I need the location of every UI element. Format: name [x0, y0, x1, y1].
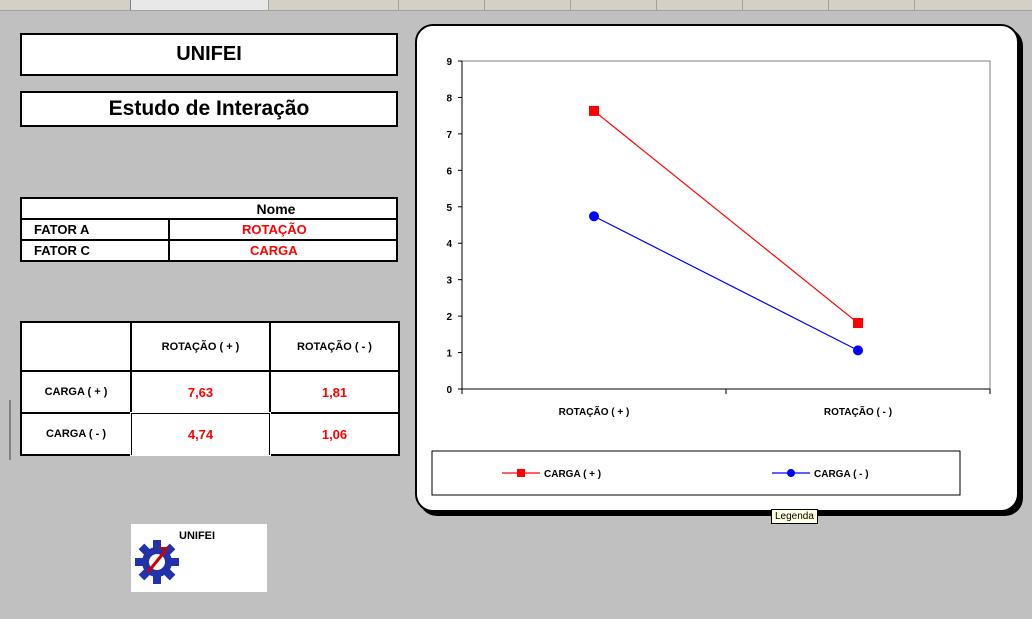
sheet-header-strip [0, 0, 1032, 11]
sheet-cell[interactable] [398, 0, 485, 10]
y-tick-label: 7 [446, 130, 452, 141]
gear-logo-icon [135, 540, 179, 584]
page-subtitle: Estudo de Interação [20, 91, 398, 127]
sheet-cell[interactable] [484, 0, 571, 10]
row-header[interactable]: CARGA ( - ) [20, 412, 132, 456]
result-cell-selected[interactable]: 4,74 [130, 412, 271, 456]
sheet-left-border [0, 400, 11, 460]
legend-tooltip: Legenda [771, 509, 818, 524]
factor-label[interactable]: FATOR A [20, 218, 170, 241]
sheet-cell[interactable] [267, 0, 399, 10]
y-tick-label: 5 [446, 203, 452, 214]
results-corner-cell[interactable] [20, 321, 132, 372]
y-tick-label: 4 [446, 239, 452, 250]
legend-marker [517, 469, 525, 477]
y-tick-label: 1 [446, 349, 452, 360]
legend-marker [787, 469, 795, 477]
sheet-cell[interactable] [828, 0, 915, 10]
series-point [853, 318, 863, 329]
y-tick-label: 2 [446, 312, 452, 323]
y-tick-label: 8 [446, 93, 452, 104]
series-line-2 [593, 215, 859, 351]
x-tick-label: ROTAÇÃO ( - ) [824, 405, 892, 418]
series-point [589, 105, 599, 116]
sheet-cell[interactable] [130, 0, 269, 10]
results-table: ROTAÇÃO ( + ) ROTAÇÃO ( - ) CARGA ( + ) … [20, 321, 400, 456]
row-header[interactable]: CARGA ( + ) [20, 370, 132, 414]
sheet-cell[interactable] [742, 0, 829, 10]
factor-name[interactable]: CARGA [168, 239, 398, 262]
sheet-cell[interactable] [570, 0, 657, 10]
result-cell[interactable]: 1,81 [269, 370, 400, 414]
result-cell[interactable]: 1,06 [269, 412, 400, 456]
series-point [589, 211, 599, 222]
y-tick-label: 9 [446, 57, 452, 68]
logo-text: UNIFEI [179, 530, 216, 542]
factor-label[interactable]: FATOR C [20, 239, 170, 262]
y-tick-label: 6 [446, 166, 452, 177]
plot-area [461, 60, 991, 390]
chart-svg: 0 1 2 3 4 5 6 7 8 9 ROTAÇÃO ( + ) ROTAÇÃO ( - ) CARG… [431, 57, 991, 496]
col-header[interactable]: ROTAÇÃO ( + ) [130, 321, 271, 372]
interaction-chart[interactable]: 0 1 2 3 4 5 6 7 8 9 ROTAÇÃO ( + ) ROTAÇÃO ( - ) CARG… [415, 24, 1019, 512]
factor-name[interactable]: ROTAÇÃO [168, 218, 398, 241]
sheet-cell[interactable] [0, 0, 131, 10]
col-header[interactable]: ROTAÇÃO ( - ) [269, 321, 400, 372]
x-tick-label: ROTAÇÃO ( + ) [559, 405, 630, 418]
legend-entry: CARGA ( - ) [814, 469, 869, 480]
result-cell[interactable]: 7,63 [130, 370, 271, 414]
factors-table: Nome FATOR A ROTAÇÃO FATOR C CARGA [20, 197, 398, 262]
legend-entry: CARGA ( + ) [544, 469, 601, 480]
sheet-cell[interactable] [656, 0, 743, 10]
series-line-1 [593, 110, 859, 324]
sheet-cell[interactable] [914, 0, 1032, 10]
y-tick-label: 0 [446, 385, 452, 396]
page-title: UNIFEI [20, 33, 398, 76]
factors-header[interactable]: Nome [20, 197, 398, 220]
unifei-logo: UNIFEI [131, 524, 267, 592]
series-point [853, 345, 863, 356]
y-tick-label: 3 [446, 276, 452, 287]
